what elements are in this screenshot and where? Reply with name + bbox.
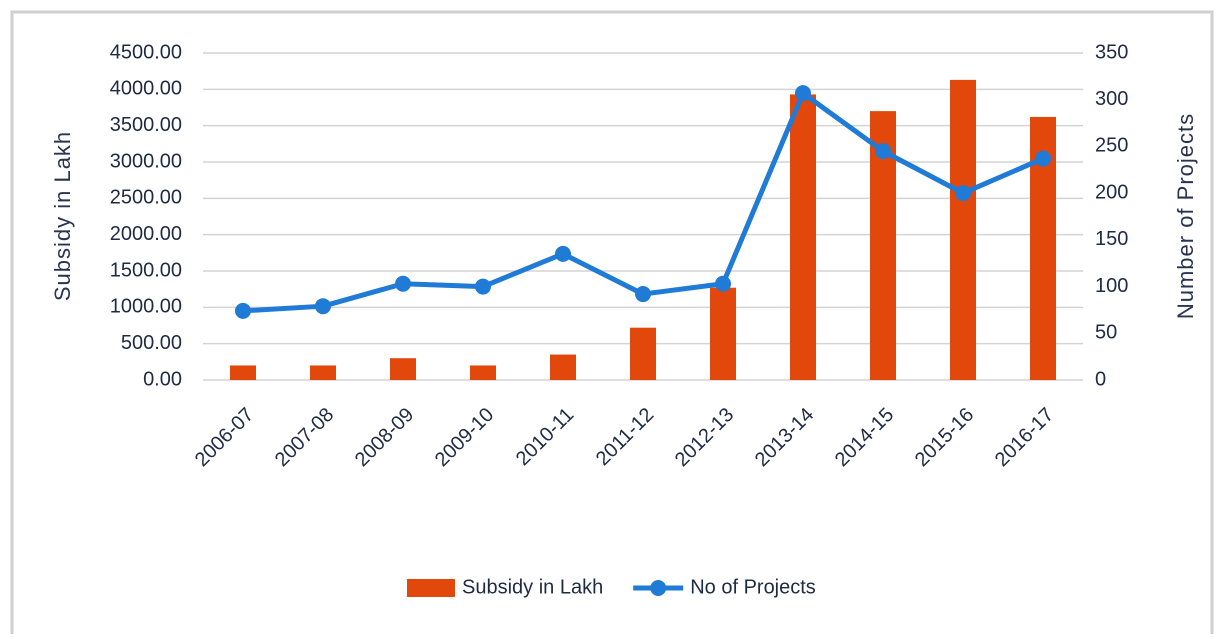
line-marker <box>555 245 571 262</box>
legend-label: No of Projects <box>690 576 816 598</box>
chart-frame <box>10 10 1214 639</box>
bar <box>390 358 416 380</box>
line-marker <box>475 278 491 295</box>
line-marker <box>315 298 331 315</box>
legend-swatch <box>407 579 455 597</box>
bar <box>630 327 656 380</box>
y-tick-label: 4500.00 <box>110 41 182 63</box>
y-tick-label: 3000.00 <box>110 150 182 172</box>
y-tick-label: 500.00 <box>121 332 182 354</box>
line-marker <box>875 143 891 160</box>
line-marker <box>955 185 971 202</box>
bar <box>470 365 496 380</box>
y-axis-title: Subsidy in Lakh <box>50 131 75 301</box>
y-tick-label: 1000.00 <box>110 296 182 318</box>
y-tick-label: 2500.00 <box>110 187 182 209</box>
line-marker <box>635 286 651 303</box>
line-marker <box>715 275 731 292</box>
bar <box>790 94 816 381</box>
y-tick-label: 3500.00 <box>110 114 182 136</box>
y-tick-label: 1500.00 <box>110 259 182 281</box>
bar <box>550 354 576 380</box>
bar <box>710 287 736 380</box>
y2-tick-label: 100 <box>1095 275 1128 297</box>
y2-tick-label: 250 <box>1095 135 1128 157</box>
y-tick-label: 4000.00 <box>110 78 182 100</box>
bar <box>310 365 336 380</box>
bar <box>230 365 256 380</box>
y2-tick-label: 300 <box>1095 88 1128 110</box>
y2-tick-label: 0 <box>1095 368 1106 390</box>
line-marker <box>395 275 411 292</box>
y2-axis-title: Number of Projects <box>1173 113 1198 319</box>
y2-tick-label: 350 <box>1095 41 1128 63</box>
bar <box>950 79 976 381</box>
legend-label: Subsidy in Lakh <box>462 576 603 598</box>
y-tick-label: 2000.00 <box>110 223 182 245</box>
y2-tick-label: 50 <box>1095 322 1117 344</box>
y-tick-label: 0.00 <box>143 368 182 390</box>
y2-tick-label: 200 <box>1095 181 1128 203</box>
legend-marker <box>650 580 667 596</box>
line-marker <box>795 85 811 102</box>
line-marker <box>1035 150 1051 167</box>
line-marker <box>235 302 251 319</box>
y2-tick-label: 150 <box>1095 228 1128 250</box>
